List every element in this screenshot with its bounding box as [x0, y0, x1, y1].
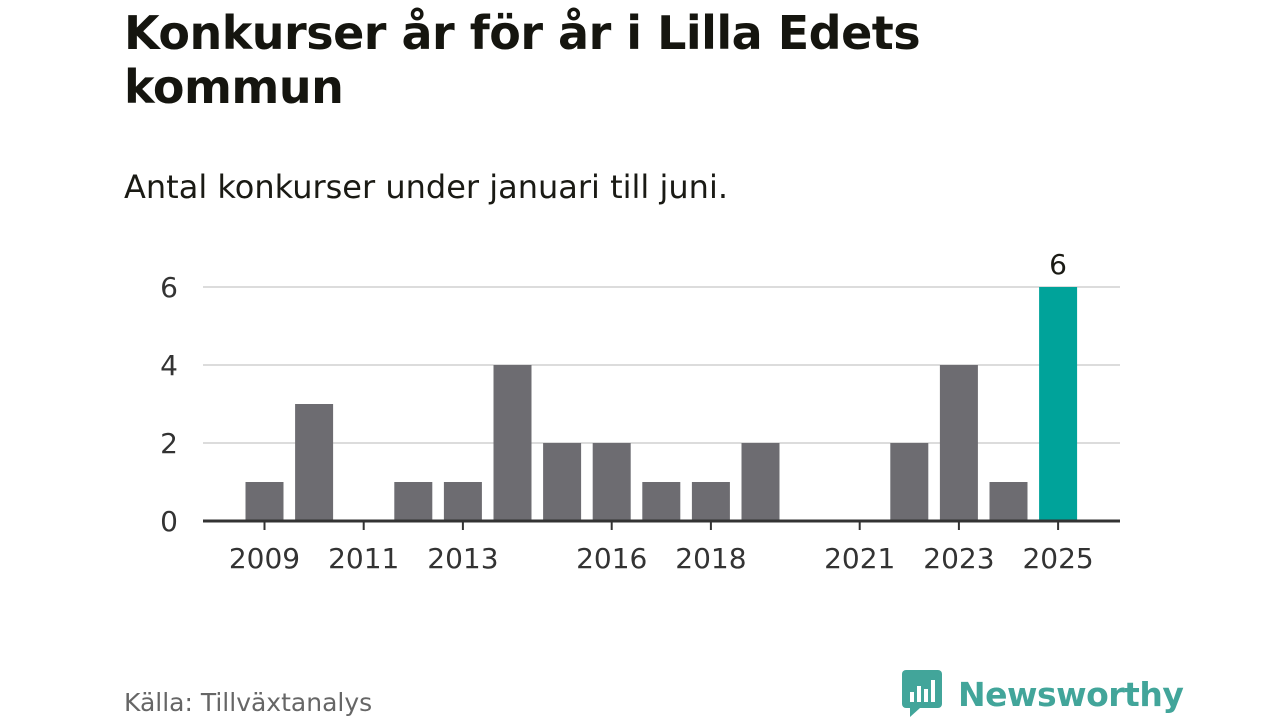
- chart-subtitle: Antal konkurser under januari till juni.: [124, 168, 728, 206]
- x-tick-label: 2009: [229, 542, 300, 575]
- bar: [890, 443, 929, 521]
- bar: [741, 443, 780, 521]
- bar: [1039, 287, 1078, 521]
- newsworthy-logo-icon: [902, 670, 942, 717]
- y-tick-label: 2: [160, 427, 178, 460]
- brand-name: Newsworthy: [958, 674, 1184, 714]
- x-tick-label: 2016: [576, 542, 647, 575]
- bar-chart: 0 2 4 6 6 2009 2011 2013 2016 2018 2021 2023 2025: [160, 248, 1120, 575]
- bar: [493, 365, 532, 521]
- chart-title: Konkurser år för år i Lilla Edets kommun: [124, 6, 921, 114]
- data-label: 6: [1049, 248, 1067, 281]
- bar: [245, 482, 284, 521]
- source-note: Källa: Tillväxtanalys: [124, 688, 373, 717]
- x-tick-label: 2018: [675, 542, 746, 575]
- x-tick-label: 2023: [923, 542, 994, 575]
- y-tick-label: 6: [160, 271, 178, 304]
- bar: [443, 482, 482, 521]
- x-tick-label: 2013: [427, 542, 498, 575]
- brand-logo: Newsworthy: [902, 670, 1184, 718]
- y-tick-label: 4: [160, 349, 178, 382]
- bar: [691, 482, 730, 521]
- x-tick-label: 2021: [824, 542, 895, 575]
- bar: [543, 443, 582, 521]
- bar: [394, 482, 433, 521]
- bar: [989, 482, 1028, 521]
- bar: [642, 482, 681, 521]
- bar: [295, 404, 334, 521]
- bar: [592, 443, 631, 521]
- bar: [939, 365, 978, 521]
- x-tick-label: 2011: [328, 542, 399, 575]
- x-tick-label: 2025: [1022, 542, 1093, 575]
- y-tick-label: 0: [160, 505, 178, 538]
